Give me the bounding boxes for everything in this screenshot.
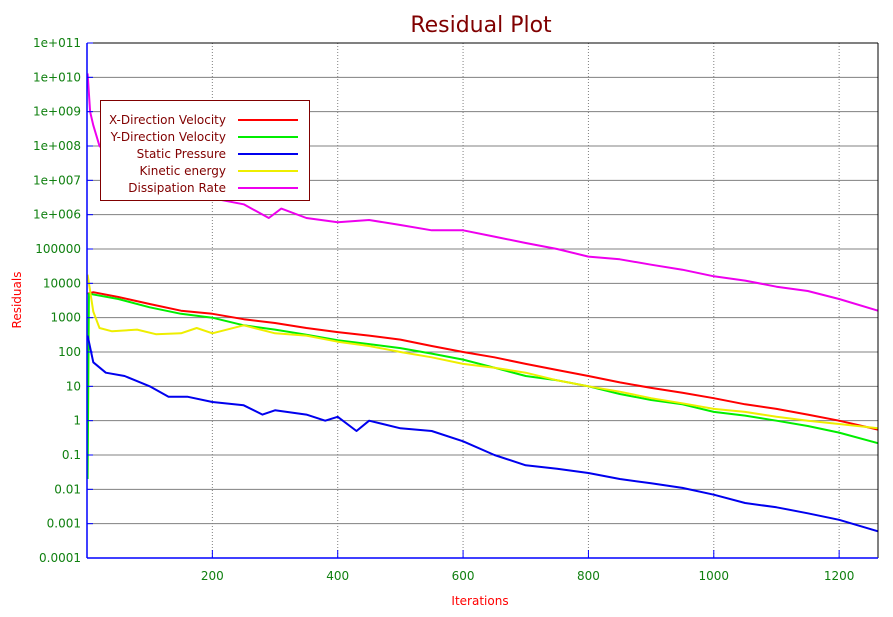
y-tick-label: 0.1: [62, 448, 81, 462]
x-tick-label: 1200: [824, 569, 855, 583]
y-tick-label: 100000: [35, 242, 81, 256]
series-line-static-pressure: [86, 335, 879, 533]
y-tick-label: 10: [66, 379, 81, 393]
x-tick-label: 600: [452, 569, 475, 583]
y-tick-label: 0.001: [47, 517, 81, 531]
x-tick-label: 1000: [699, 569, 730, 583]
y-tick-label: 1e+010: [33, 70, 81, 84]
x-tick-label: 800: [577, 569, 600, 583]
y-tick-label: 1000: [50, 311, 81, 325]
y-tick-label: 1e+008: [33, 139, 81, 153]
legend-box: [100, 100, 310, 201]
y-tick-label: 1e+007: [33, 173, 81, 187]
series-line-y-direction-velocity: [86, 292, 879, 480]
y-axis-label: Residuals: [10, 272, 24, 329]
x-axis-label: Iterations: [451, 594, 508, 608]
legend-label: X-Direction Velocity: [109, 113, 226, 127]
legend-label: Y-Direction Velocity: [110, 130, 226, 144]
y-tick-label: 100: [58, 345, 81, 359]
legend-label: Kinetic energy: [140, 164, 226, 178]
y-tick-label: 1: [73, 414, 81, 428]
x-tick-label: 200: [201, 569, 224, 583]
y-tick-label: 1e+011: [33, 36, 81, 50]
y-tick-label: 1e+006: [33, 208, 81, 222]
series-line-x-direction-velocity: [87, 291, 879, 431]
legend-label: Dissipation Rate: [128, 181, 226, 195]
y-tick-label: 1e+009: [33, 105, 81, 119]
y-tick-label: 0.01: [54, 482, 81, 496]
y-tick-label: 10000: [43, 276, 81, 290]
series-line-kinetic-energy: [86, 274, 879, 430]
x-tick-label: 400: [326, 569, 349, 583]
legend-label: Static Pressure: [137, 147, 226, 161]
legend: X-Direction Velocity Y-Direction Velocity…: [100, 100, 310, 201]
y-tick-label: 0.0001: [39, 551, 81, 565]
chart-title: Residual Plot: [410, 13, 552, 38]
